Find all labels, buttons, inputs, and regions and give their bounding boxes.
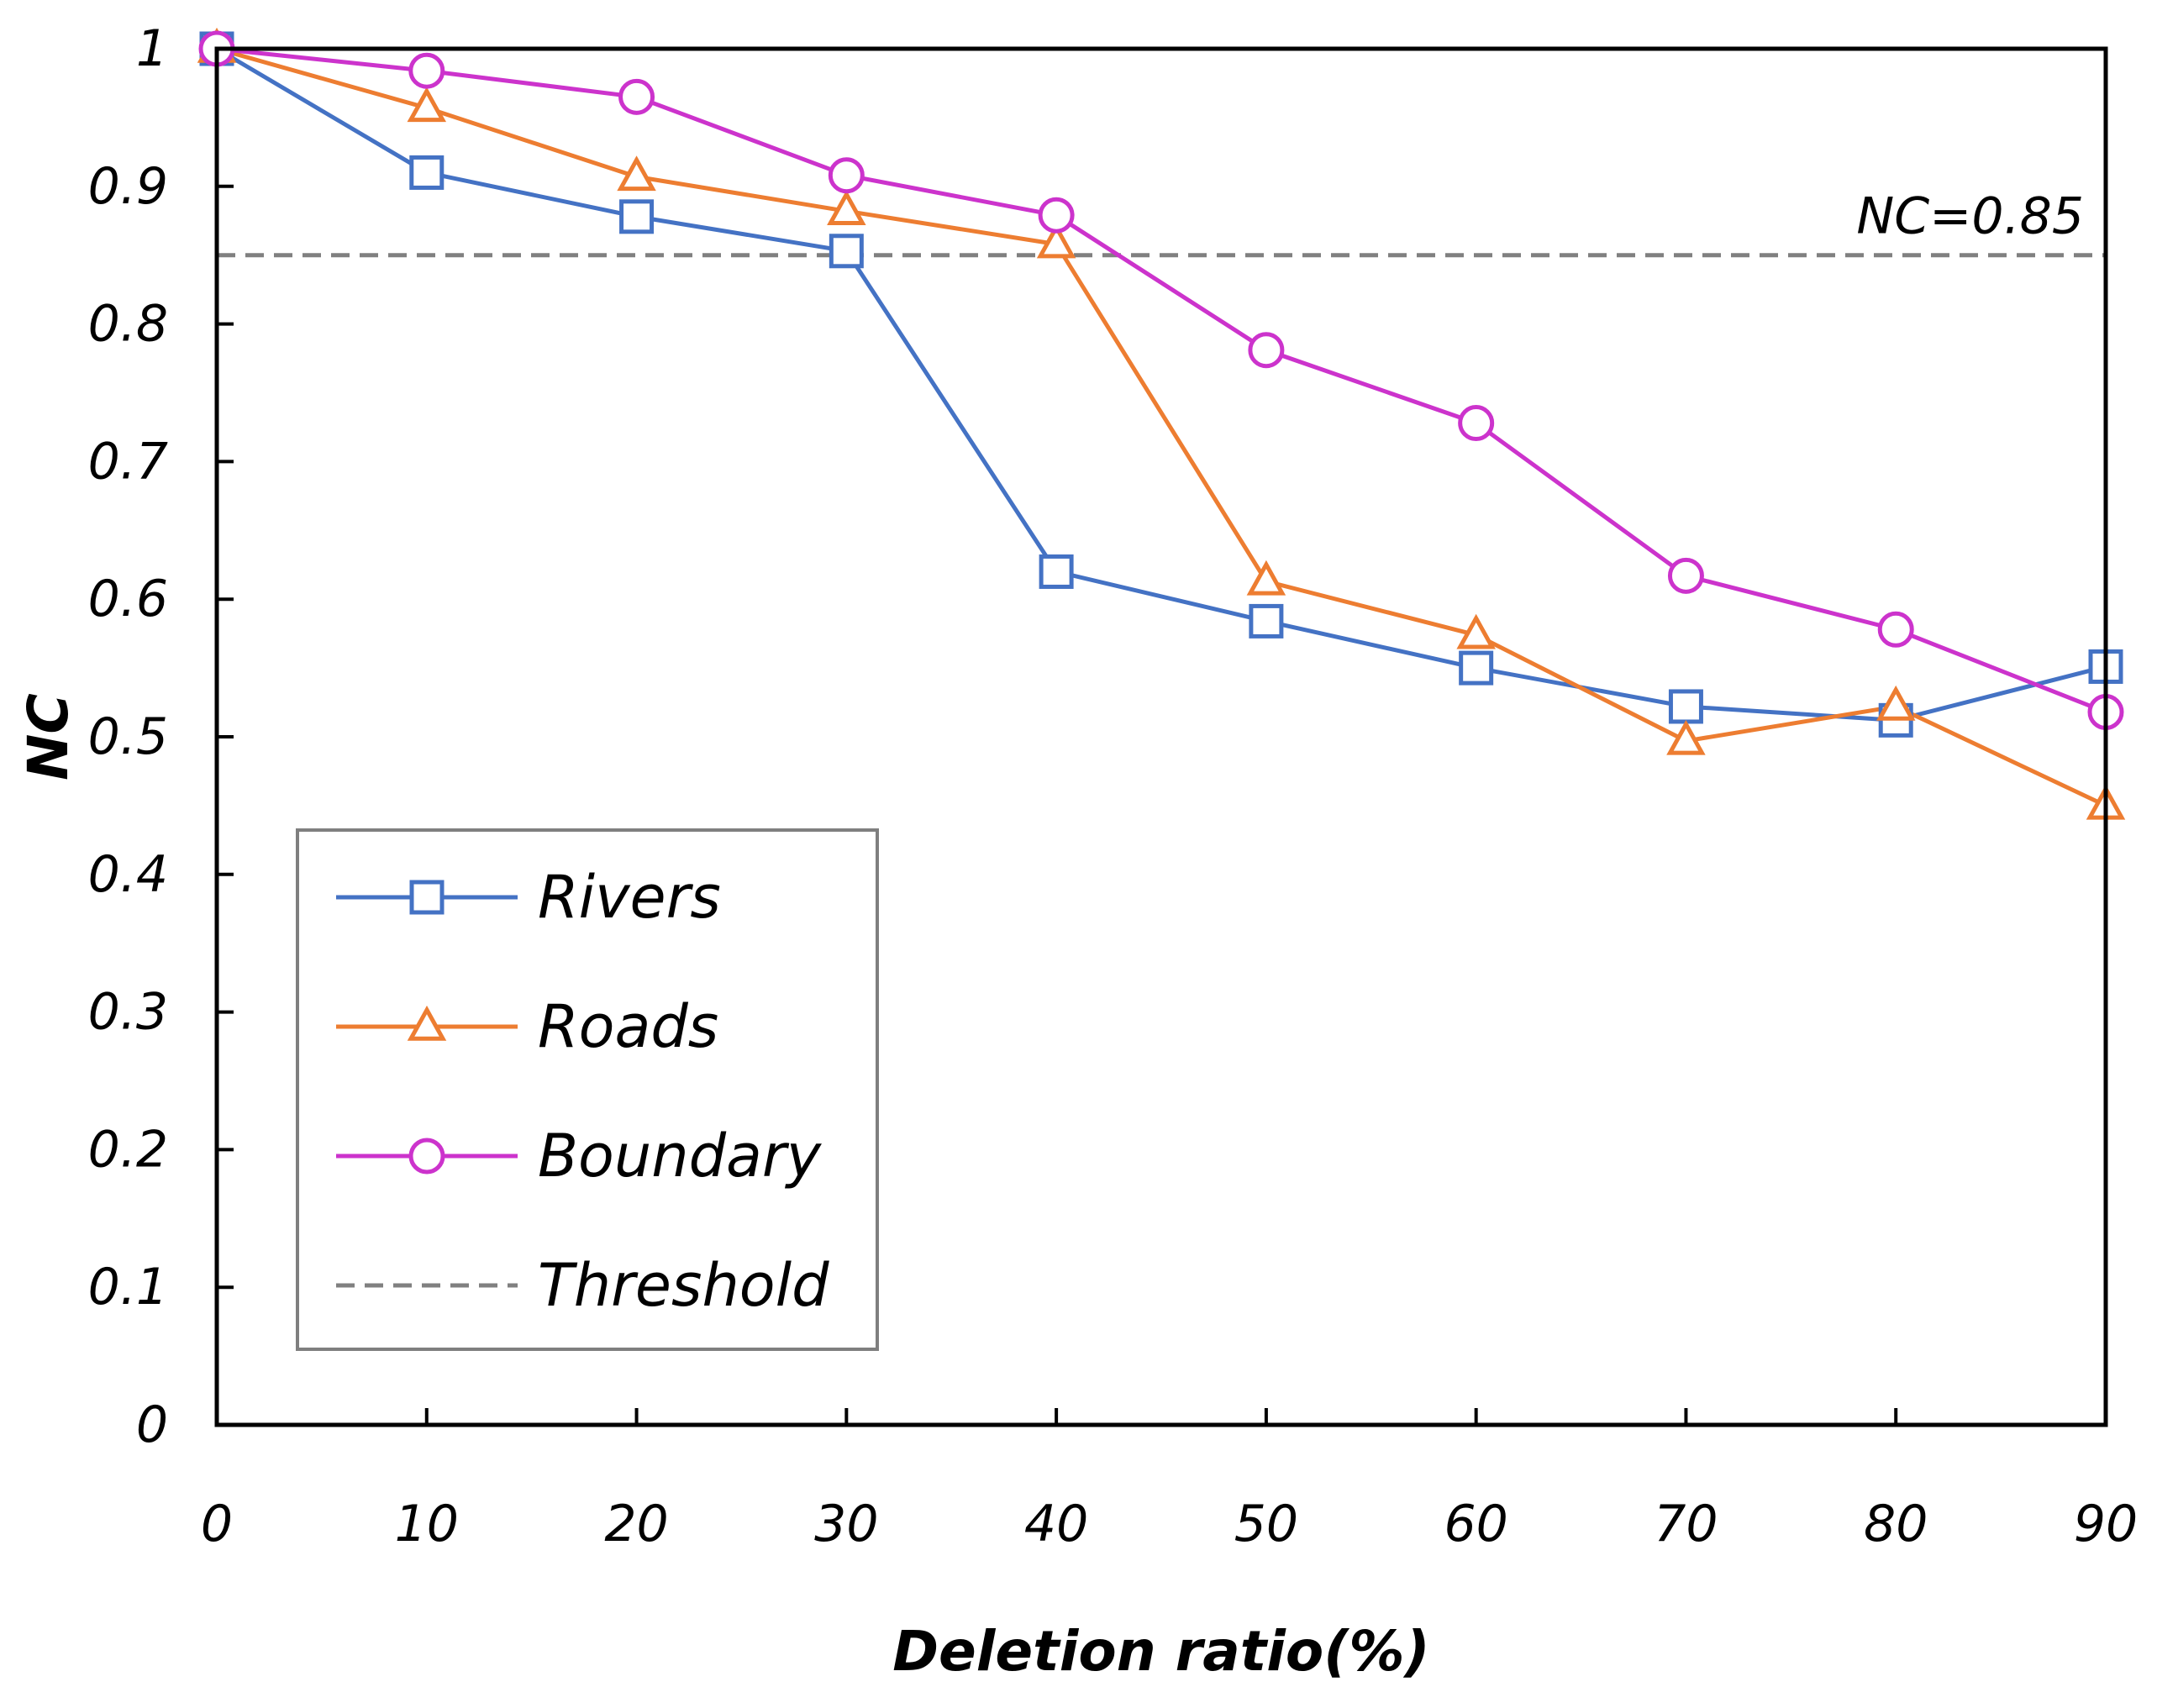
roads-point-50 bbox=[1246, 560, 1286, 596]
x-tick-label: 40 bbox=[1024, 1495, 1088, 1553]
legend-marker-roads bbox=[407, 1005, 447, 1041]
series-line-boundary bbox=[216, 46, 2107, 714]
y-tick-label: 0.6 bbox=[88, 570, 168, 628]
plot-area: NC=0.85 bbox=[197, 27, 2126, 820]
boundary-point-20 bbox=[618, 78, 655, 115]
rivers-point-20 bbox=[619, 199, 655, 234]
legend-box bbox=[296, 828, 879, 1351]
rivers-point-70 bbox=[1668, 689, 1703, 724]
boundary-point-30 bbox=[828, 157, 865, 194]
rivers-point-60 bbox=[1459, 650, 1494, 686]
legend-label-boundary: Boundary bbox=[538, 1122, 823, 1190]
roads-point-30 bbox=[827, 190, 866, 226]
legend-marker-rivers bbox=[409, 880, 445, 915]
threshold-annotation: NC=0.85 bbox=[1856, 187, 2084, 246]
legend: Rivers Roads Boundary Threshold bbox=[296, 828, 879, 1351]
x-tick-label: 60 bbox=[1444, 1495, 1507, 1553]
series-line-roads bbox=[216, 46, 2107, 808]
x-tick-label: 90 bbox=[2074, 1495, 2138, 1553]
rivers-point-40 bbox=[1039, 554, 1074, 589]
boundary-point-80 bbox=[1877, 611, 1914, 648]
y-tick-label: 0.9 bbox=[88, 157, 168, 216]
boundary-point-60 bbox=[1458, 405, 1495, 442]
x-tick-label: 70 bbox=[1654, 1495, 1718, 1553]
x-axis-title: Deletion ratio(%) bbox=[892, 1619, 1429, 1684]
roads-point-20 bbox=[617, 155, 656, 192]
boundary-point-40 bbox=[1038, 197, 1075, 234]
legend-label-roads: Roads bbox=[538, 992, 718, 1061]
x-tick-label: 50 bbox=[1234, 1495, 1298, 1553]
x-tick-label: 20 bbox=[604, 1495, 668, 1553]
rivers-point-50 bbox=[1249, 603, 1284, 639]
y-tick-label: 0.8 bbox=[88, 295, 168, 354]
roads-point-70 bbox=[1666, 719, 1706, 755]
legend-marker-boundary bbox=[408, 1138, 445, 1175]
x-tick-label: 80 bbox=[1864, 1495, 1928, 1553]
roads-point-80 bbox=[1876, 685, 1916, 721]
rivers-point-30 bbox=[829, 234, 864, 269]
boundary-point-50 bbox=[1248, 332, 1285, 369]
y-axis-title: NC bbox=[16, 693, 81, 780]
y-tick-label: 0.5 bbox=[88, 707, 168, 766]
roads-point-40 bbox=[1036, 223, 1076, 259]
y-tick-label: 0.1 bbox=[88, 1258, 168, 1316]
axes: 00.10.20.30.40.50.60.70.80.910 10 20 30 40 50… bbox=[16, 19, 2138, 1684]
boundary-point-10 bbox=[408, 52, 445, 89]
legend-label-threshold: Threshold bbox=[538, 1251, 829, 1320]
y-tick-label: 0.2 bbox=[88, 1120, 168, 1179]
roads-point-60 bbox=[1456, 613, 1496, 649]
x-tick-label: 0 bbox=[201, 1495, 233, 1553]
boundary-point-70 bbox=[1667, 557, 1704, 594]
y-tick-label: 0.7 bbox=[88, 432, 168, 491]
x-tick-label: 30 bbox=[814, 1495, 878, 1553]
y-tick-label: 0.4 bbox=[88, 845, 168, 904]
roads-point-10 bbox=[407, 87, 447, 123]
x-tick-label: 10 bbox=[395, 1495, 459, 1553]
legend-label-rivers: Rivers bbox=[538, 863, 721, 932]
y-tick-label: 1 bbox=[136, 19, 168, 78]
y-tick-label: 0 bbox=[136, 1395, 168, 1454]
rivers-point-10 bbox=[409, 155, 445, 190]
y-tick-label: 0.3 bbox=[88, 983, 168, 1042]
series-line-rivers bbox=[215, 46, 2107, 723]
